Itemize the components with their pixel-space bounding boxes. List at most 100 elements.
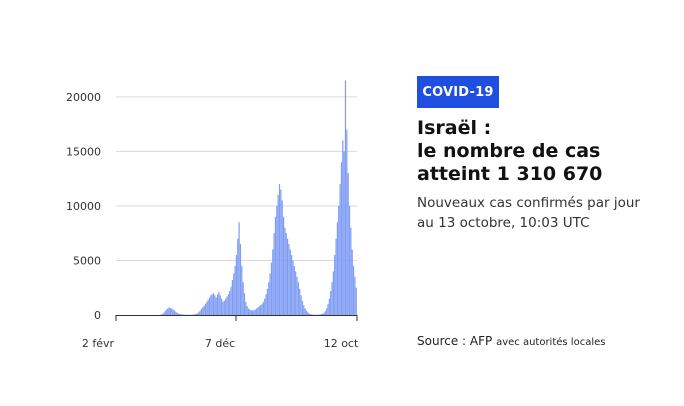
bar <box>276 205 278 315</box>
bar <box>311 314 313 315</box>
bar <box>206 301 208 315</box>
bar <box>327 304 329 315</box>
bar <box>246 306 248 315</box>
bar <box>199 310 201 315</box>
bar <box>309 313 312 315</box>
bar <box>282 216 285 315</box>
bar <box>176 312 178 315</box>
bar <box>207 299 209 315</box>
bar <box>239 244 242 315</box>
bar <box>258 306 260 315</box>
bar <box>351 249 353 315</box>
bar <box>331 282 333 315</box>
bar <box>350 227 352 315</box>
x-tick-label: 2 févr <box>82 337 115 350</box>
bar <box>251 310 254 315</box>
bar <box>195 313 197 315</box>
bar <box>293 265 295 315</box>
bar <box>340 162 343 315</box>
source-label: Source : AFP <box>417 334 493 348</box>
bar <box>227 294 229 315</box>
y-tick-label: 0 <box>94 309 101 322</box>
x-tick-label: 12 oct <box>324 337 359 350</box>
chart-subtitle: Nouveaux cas confirmés par jour au 13 oc… <box>417 193 677 233</box>
bar <box>175 311 177 315</box>
bar <box>219 295 221 315</box>
title-line: Israël : <box>417 117 492 139</box>
bar <box>292 260 294 315</box>
bar <box>300 295 302 315</box>
bar <box>167 308 169 315</box>
bar <box>235 255 238 315</box>
title-line: atteint 1 310 670 <box>417 163 603 185</box>
bar <box>247 308 250 315</box>
bar <box>229 291 231 315</box>
bar <box>223 300 225 315</box>
bar <box>180 314 182 315</box>
bar <box>233 273 235 315</box>
bar <box>344 80 347 315</box>
bar <box>303 305 305 315</box>
bar <box>177 313 180 315</box>
bar <box>262 301 264 315</box>
bar <box>204 304 207 315</box>
bar <box>231 280 233 315</box>
y-tick-label: 15000 <box>66 145 101 158</box>
bar <box>256 308 258 315</box>
bar <box>296 276 298 315</box>
bar <box>254 309 256 315</box>
bar <box>243 293 246 315</box>
bar <box>261 304 263 315</box>
bar <box>161 313 163 315</box>
bar <box>202 307 204 315</box>
bar <box>342 140 344 315</box>
bar <box>273 233 275 315</box>
bar <box>268 282 270 315</box>
bar <box>234 265 236 315</box>
bar <box>238 222 240 315</box>
bar <box>348 205 351 315</box>
bar <box>324 311 326 315</box>
bar <box>304 308 306 315</box>
source-detail: avec autorités locales <box>496 337 606 348</box>
bar <box>266 288 268 315</box>
bar <box>301 300 304 315</box>
bar <box>241 265 243 315</box>
title-line: le nombre de cas <box>417 140 601 162</box>
bar <box>225 298 227 315</box>
bar <box>216 294 219 315</box>
bar <box>307 312 309 315</box>
bar <box>274 216 277 315</box>
bar <box>297 282 299 315</box>
bar <box>211 294 213 315</box>
x-tick-label: 7 déc <box>205 337 235 350</box>
bar <box>249 309 251 315</box>
bar <box>181 314 184 315</box>
x-tick-labels: 2 févr 7 déc 12 oct <box>82 337 359 350</box>
chart-gridlines <box>116 96 357 261</box>
bar <box>172 309 174 315</box>
bar <box>196 313 198 315</box>
bar <box>165 309 168 315</box>
bar <box>289 249 291 315</box>
bar <box>242 282 244 315</box>
bar <box>198 312 200 315</box>
bar <box>308 313 310 315</box>
bar <box>164 311 166 315</box>
bar <box>286 238 289 315</box>
bar <box>334 255 336 315</box>
bar <box>352 265 355 315</box>
subtitle-line: Nouveaux cas confirmés par jour <box>417 195 640 211</box>
topic-badge: COVID-19 <box>417 76 499 108</box>
subtitle-line: au 13 octobre, 10:03 UTC <box>417 215 590 231</box>
bar <box>295 271 297 315</box>
bar <box>264 298 266 315</box>
bar <box>343 151 345 315</box>
bar <box>203 305 205 315</box>
bar <box>272 249 274 315</box>
y-tick-label: 20000 <box>66 91 101 104</box>
bar <box>260 305 262 315</box>
y-tick-label: 5000 <box>73 254 101 267</box>
bar <box>212 293 215 315</box>
bar <box>288 244 290 315</box>
